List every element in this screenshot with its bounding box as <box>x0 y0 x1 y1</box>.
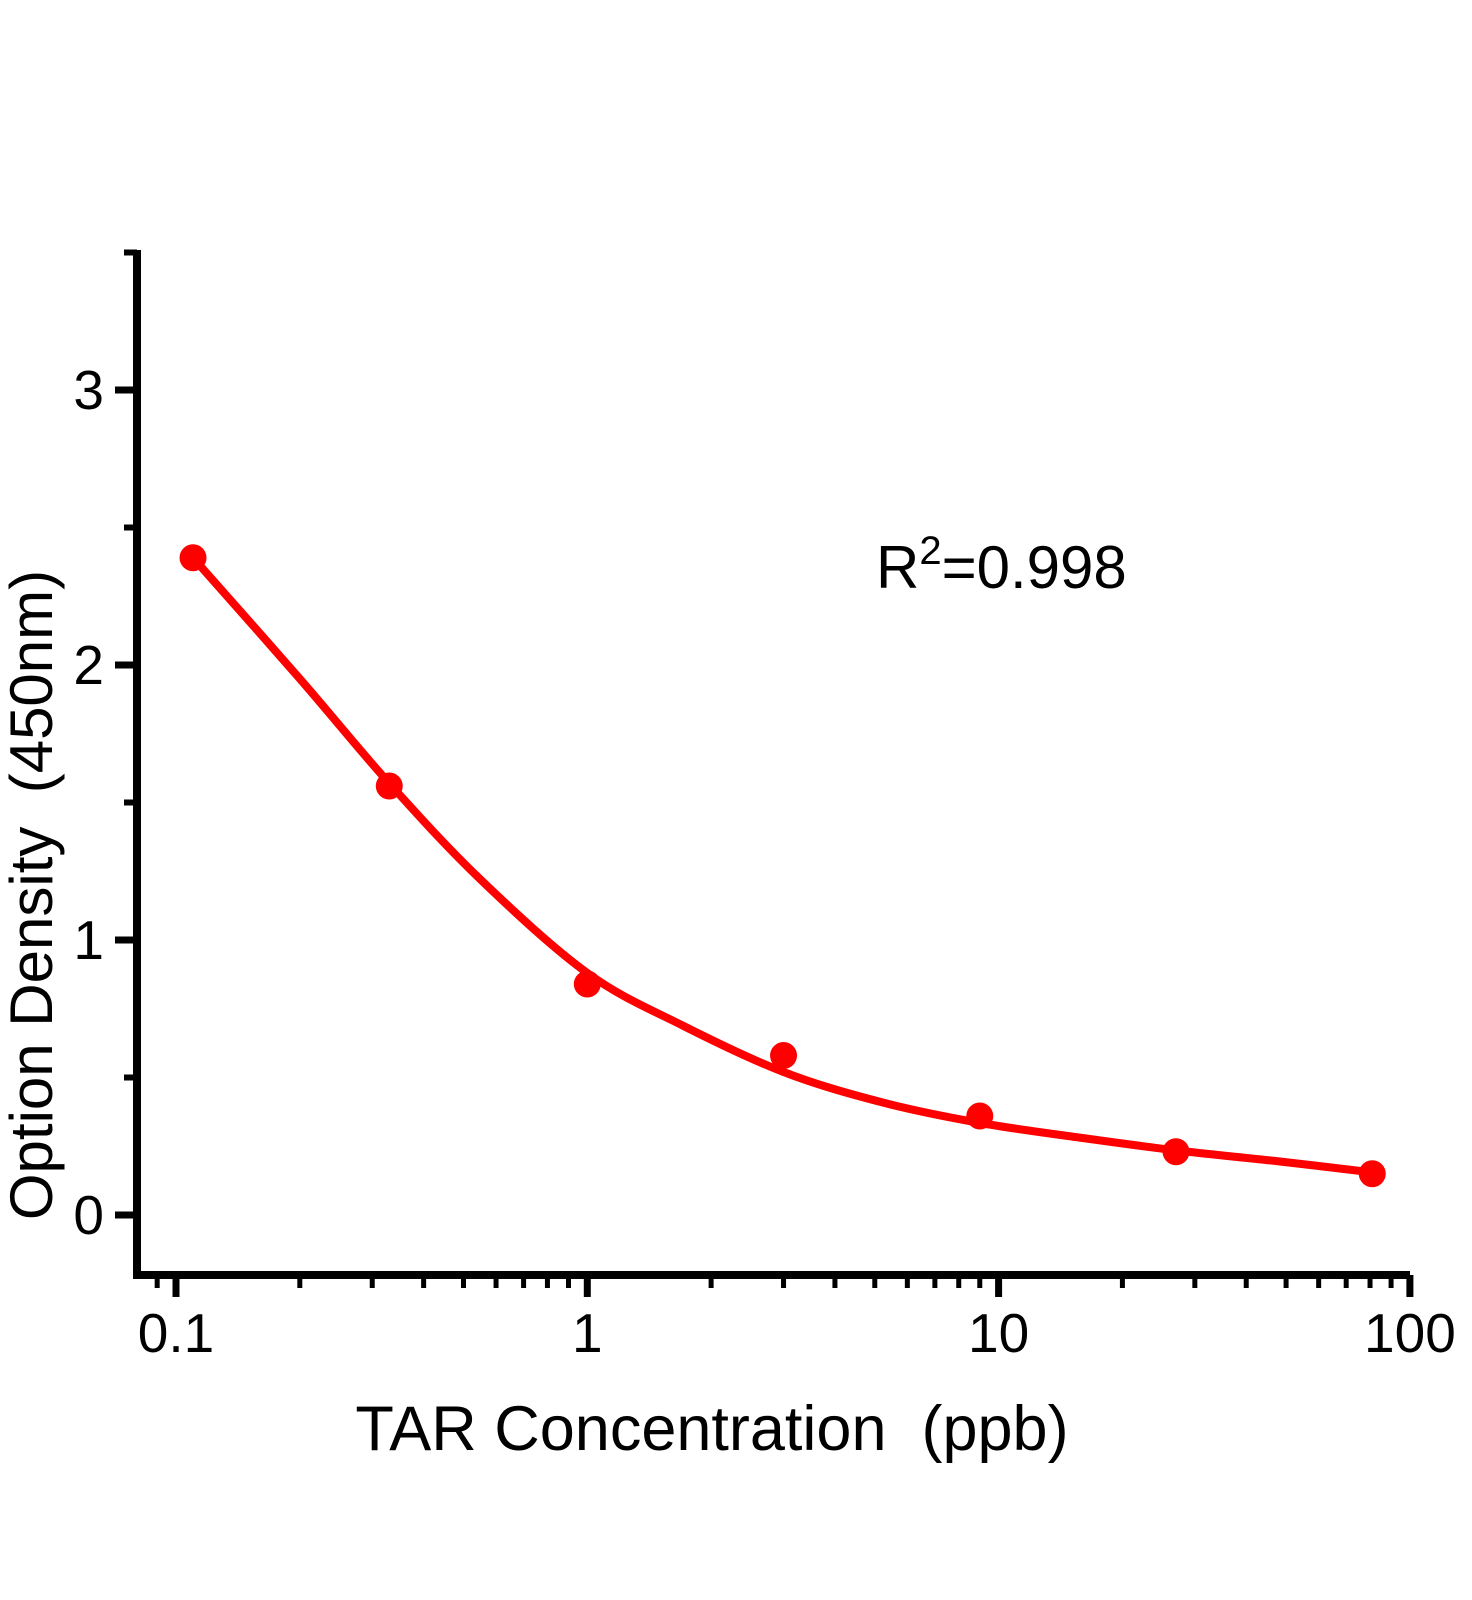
data-point <box>966 1102 994 1130</box>
fit-curve <box>189 553 1377 1177</box>
data-point <box>1358 1160 1386 1188</box>
r-squared-base: R <box>876 534 919 601</box>
data-point <box>375 772 403 800</box>
x-axis-tick-label: 100 <box>1364 1302 1456 1364</box>
y-axis-tick-label: 1 <box>73 909 104 971</box>
y-axis-title: Option Density (450nm) <box>0 570 65 1220</box>
x-axis-tick-label: 10 <box>968 1302 1029 1364</box>
data-point <box>1162 1138 1190 1166</box>
y-axis-tick-label: 0 <box>73 1184 104 1246</box>
r-squared-superscript: 2 <box>919 529 941 573</box>
plot-area: 0.1 1 10 100 0 1 2 3 <box>73 249 1456 1364</box>
x-axis-title: TAR Concentration (ppb) <box>355 1394 1068 1464</box>
data-point <box>179 544 207 572</box>
data-point <box>573 970 601 998</box>
x-axis-tick-label: 0.1 <box>138 1302 214 1364</box>
data-point <box>770 1042 798 1069</box>
r-squared-value: =0.998 <box>942 534 1127 601</box>
r-squared-annotation: R2=0.998 <box>876 529 1127 601</box>
x-axis-tick-label: 1 <box>572 1302 603 1364</box>
y-axis-tick-label: 3 <box>73 359 104 421</box>
y-axis-tick-label: 2 <box>73 634 104 696</box>
axes-frame <box>133 250 1410 1279</box>
